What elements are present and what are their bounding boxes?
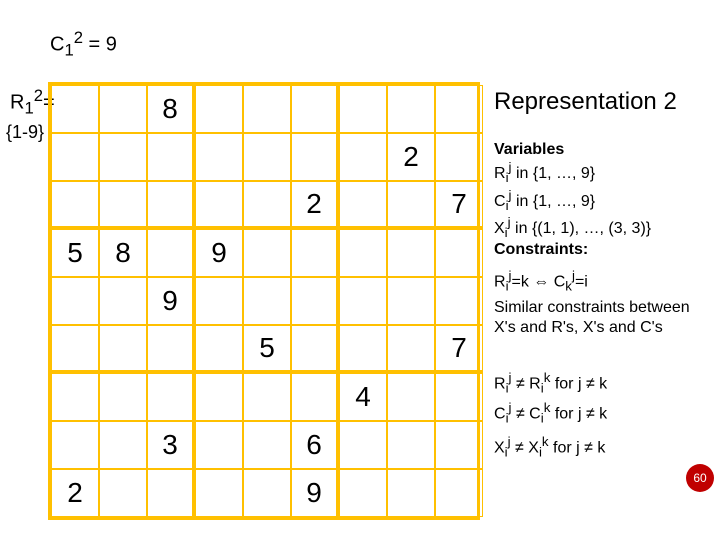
- grid-cell: [195, 373, 243, 421]
- grid-cell: [339, 469, 387, 517]
- grid-cell: [435, 421, 483, 469]
- constraint-r: Rij ≠ Rik for j ≠ k: [494, 370, 712, 397]
- grid-cell: [99, 133, 147, 181]
- grid-cell: [51, 421, 99, 469]
- grid-cell: [387, 229, 435, 277]
- grid-cell: [291, 277, 339, 325]
- grid-cell: [435, 229, 483, 277]
- grid-cell: [387, 421, 435, 469]
- page-number-badge: 60: [686, 464, 714, 492]
- grid-cell: [99, 325, 147, 373]
- constraint-rc: Rij=k ⇔ Ckj=i: [494, 268, 712, 295]
- grid-cell: [435, 373, 483, 421]
- variables-heading: Variables: [494, 141, 564, 158]
- grid-cell: [435, 133, 483, 181]
- grid-cell: 8: [99, 229, 147, 277]
- grid-cell: [147, 373, 195, 421]
- grid-cell: [195, 277, 243, 325]
- constraints-heading: Constraints:: [494, 240, 712, 260]
- grid-cell: [195, 421, 243, 469]
- grid-cell: [99, 277, 147, 325]
- grid-cell: [51, 181, 99, 229]
- grid-cell: [243, 133, 291, 181]
- grid-cell: [291, 325, 339, 373]
- grid-cell: [243, 277, 291, 325]
- grid-cell: [339, 277, 387, 325]
- grid-cell: [195, 181, 243, 229]
- grid-cell: [243, 229, 291, 277]
- grid-cell: [387, 325, 435, 373]
- grid-cell: 2: [291, 181, 339, 229]
- var-R: Rij in {1, …, 9}: [494, 165, 595, 182]
- grid-cell: [387, 181, 435, 229]
- grid-cell: 7: [435, 181, 483, 229]
- grid-cell: [339, 85, 387, 133]
- grid-cell: [51, 85, 99, 133]
- var-C: Cij in {1, …, 9}: [494, 193, 595, 210]
- grid-cell: [339, 133, 387, 181]
- grid-cell: 4: [339, 373, 387, 421]
- grid-cell: [243, 421, 291, 469]
- grid-cell: [147, 469, 195, 517]
- grid-cell: [195, 325, 243, 373]
- grid-cell: 8: [147, 85, 195, 133]
- c12-label: C12 = 9: [50, 28, 117, 61]
- grid-cell: [435, 277, 483, 325]
- grid-cell: 6: [291, 421, 339, 469]
- grid-cell: 9: [147, 277, 195, 325]
- domain-label: {1-9}: [6, 122, 44, 143]
- grid-cell: 2: [51, 469, 99, 517]
- grid-cell: [387, 277, 435, 325]
- grid-cell: [435, 85, 483, 133]
- grid-cell: [147, 229, 195, 277]
- grid-cell: [339, 325, 387, 373]
- grid-cell: [435, 469, 483, 517]
- grid-cell: [99, 85, 147, 133]
- grid-cell: [243, 373, 291, 421]
- grid-cell: [243, 469, 291, 517]
- grid-cell: [51, 373, 99, 421]
- grid-cell: 7: [435, 325, 483, 373]
- constraint-x: Xij ≠ Xik for j ≠ k: [494, 434, 712, 461]
- grid-cell: [291, 229, 339, 277]
- grid-cell: [51, 133, 99, 181]
- grid-cell: [147, 181, 195, 229]
- grid-cell: [339, 421, 387, 469]
- grid-cell: [291, 373, 339, 421]
- grid-cell: [147, 133, 195, 181]
- grid-cell: [387, 85, 435, 133]
- grid-cell: [195, 469, 243, 517]
- sudoku-grid: 822758995743629: [48, 82, 480, 520]
- grid-cell: [99, 421, 147, 469]
- grid-cell: [291, 85, 339, 133]
- grid-cell: 3: [147, 421, 195, 469]
- grid-cell: [195, 85, 243, 133]
- grid-cell: [195, 133, 243, 181]
- representation-title: Representation 2: [494, 88, 677, 116]
- grid-cell: [291, 133, 339, 181]
- grid-cell: [339, 229, 387, 277]
- grid-cell: [51, 325, 99, 373]
- grid-cell: 2: [387, 133, 435, 181]
- grid-cell: [51, 277, 99, 325]
- variables-block: Variables Rij in {1, …, 9} Cij in {1, …,…: [494, 140, 712, 242]
- grid-cell: [99, 373, 147, 421]
- grid-cell: 5: [51, 229, 99, 277]
- grid-cell: [339, 181, 387, 229]
- grid-cell: [99, 469, 147, 517]
- grid-cell: [99, 181, 147, 229]
- grid-cell: 9: [291, 469, 339, 517]
- grid-cell: [387, 373, 435, 421]
- grid-cell: 9: [195, 229, 243, 277]
- constraint-c: Cij ≠ Cik for j ≠ k: [494, 400, 712, 427]
- grid-cell: 5: [243, 325, 291, 373]
- sudoku-grid-wrap: 822758995743629: [48, 82, 480, 514]
- var-X: Xij in {(1, 1), …, (3, 3)}: [494, 220, 651, 237]
- grid-cell: [147, 325, 195, 373]
- grid-cell: [243, 85, 291, 133]
- grid-cell: [243, 181, 291, 229]
- grid-cell: [387, 469, 435, 517]
- constraint-similar: Similar constraints between X's and R's,…: [494, 298, 712, 338]
